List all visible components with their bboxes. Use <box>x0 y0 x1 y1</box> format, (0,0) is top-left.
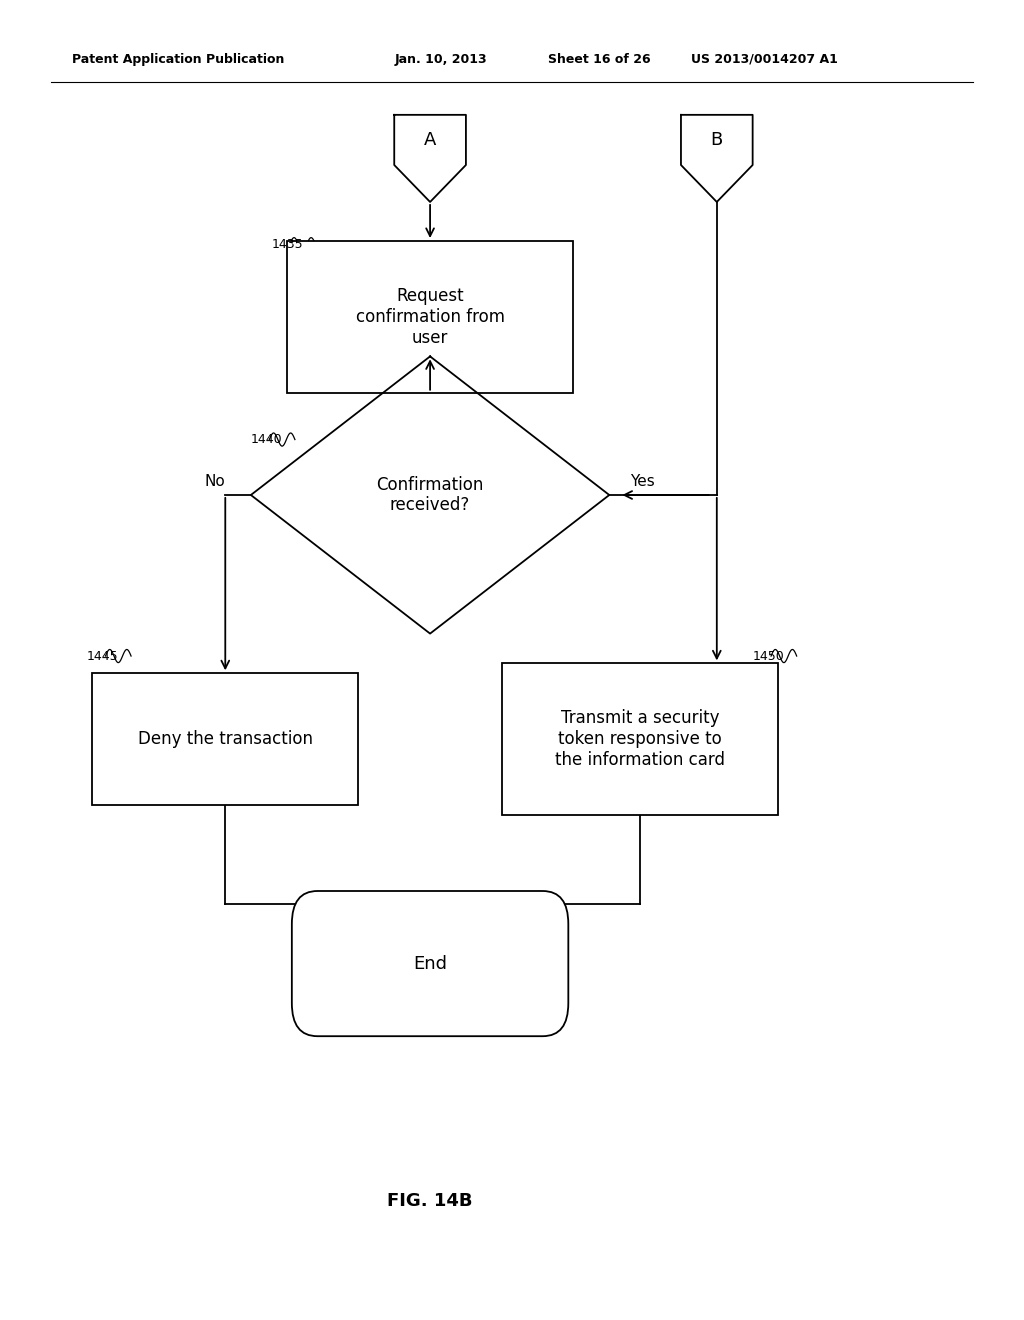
Text: B: B <box>711 131 723 149</box>
FancyBboxPatch shape <box>287 242 573 393</box>
Text: Jan. 10, 2013: Jan. 10, 2013 <box>394 53 486 66</box>
Text: Confirmation
received?: Confirmation received? <box>377 475 483 515</box>
Text: FIG. 14B: FIG. 14B <box>387 1192 473 1210</box>
Text: End: End <box>413 954 447 973</box>
Text: Request
confirmation from
user: Request confirmation from user <box>355 286 505 347</box>
Text: Sheet 16 of 26: Sheet 16 of 26 <box>548 53 650 66</box>
Text: US 2013/0014207 A1: US 2013/0014207 A1 <box>691 53 838 66</box>
Text: Deny the transaction: Deny the transaction <box>138 730 312 748</box>
Text: 1440: 1440 <box>251 433 283 446</box>
Text: Patent Application Publication: Patent Application Publication <box>72 53 284 66</box>
Text: Yes: Yes <box>630 474 654 490</box>
Text: 1435: 1435 <box>271 238 303 251</box>
Text: 1445: 1445 <box>87 649 119 663</box>
FancyBboxPatch shape <box>502 663 778 814</box>
Text: A: A <box>424 131 436 149</box>
Text: No: No <box>205 474 225 490</box>
Text: 1450: 1450 <box>753 649 784 663</box>
FancyBboxPatch shape <box>92 673 358 805</box>
FancyBboxPatch shape <box>292 891 568 1036</box>
Text: Transmit a security
token responsive to
the information card: Transmit a security token responsive to … <box>555 709 725 770</box>
